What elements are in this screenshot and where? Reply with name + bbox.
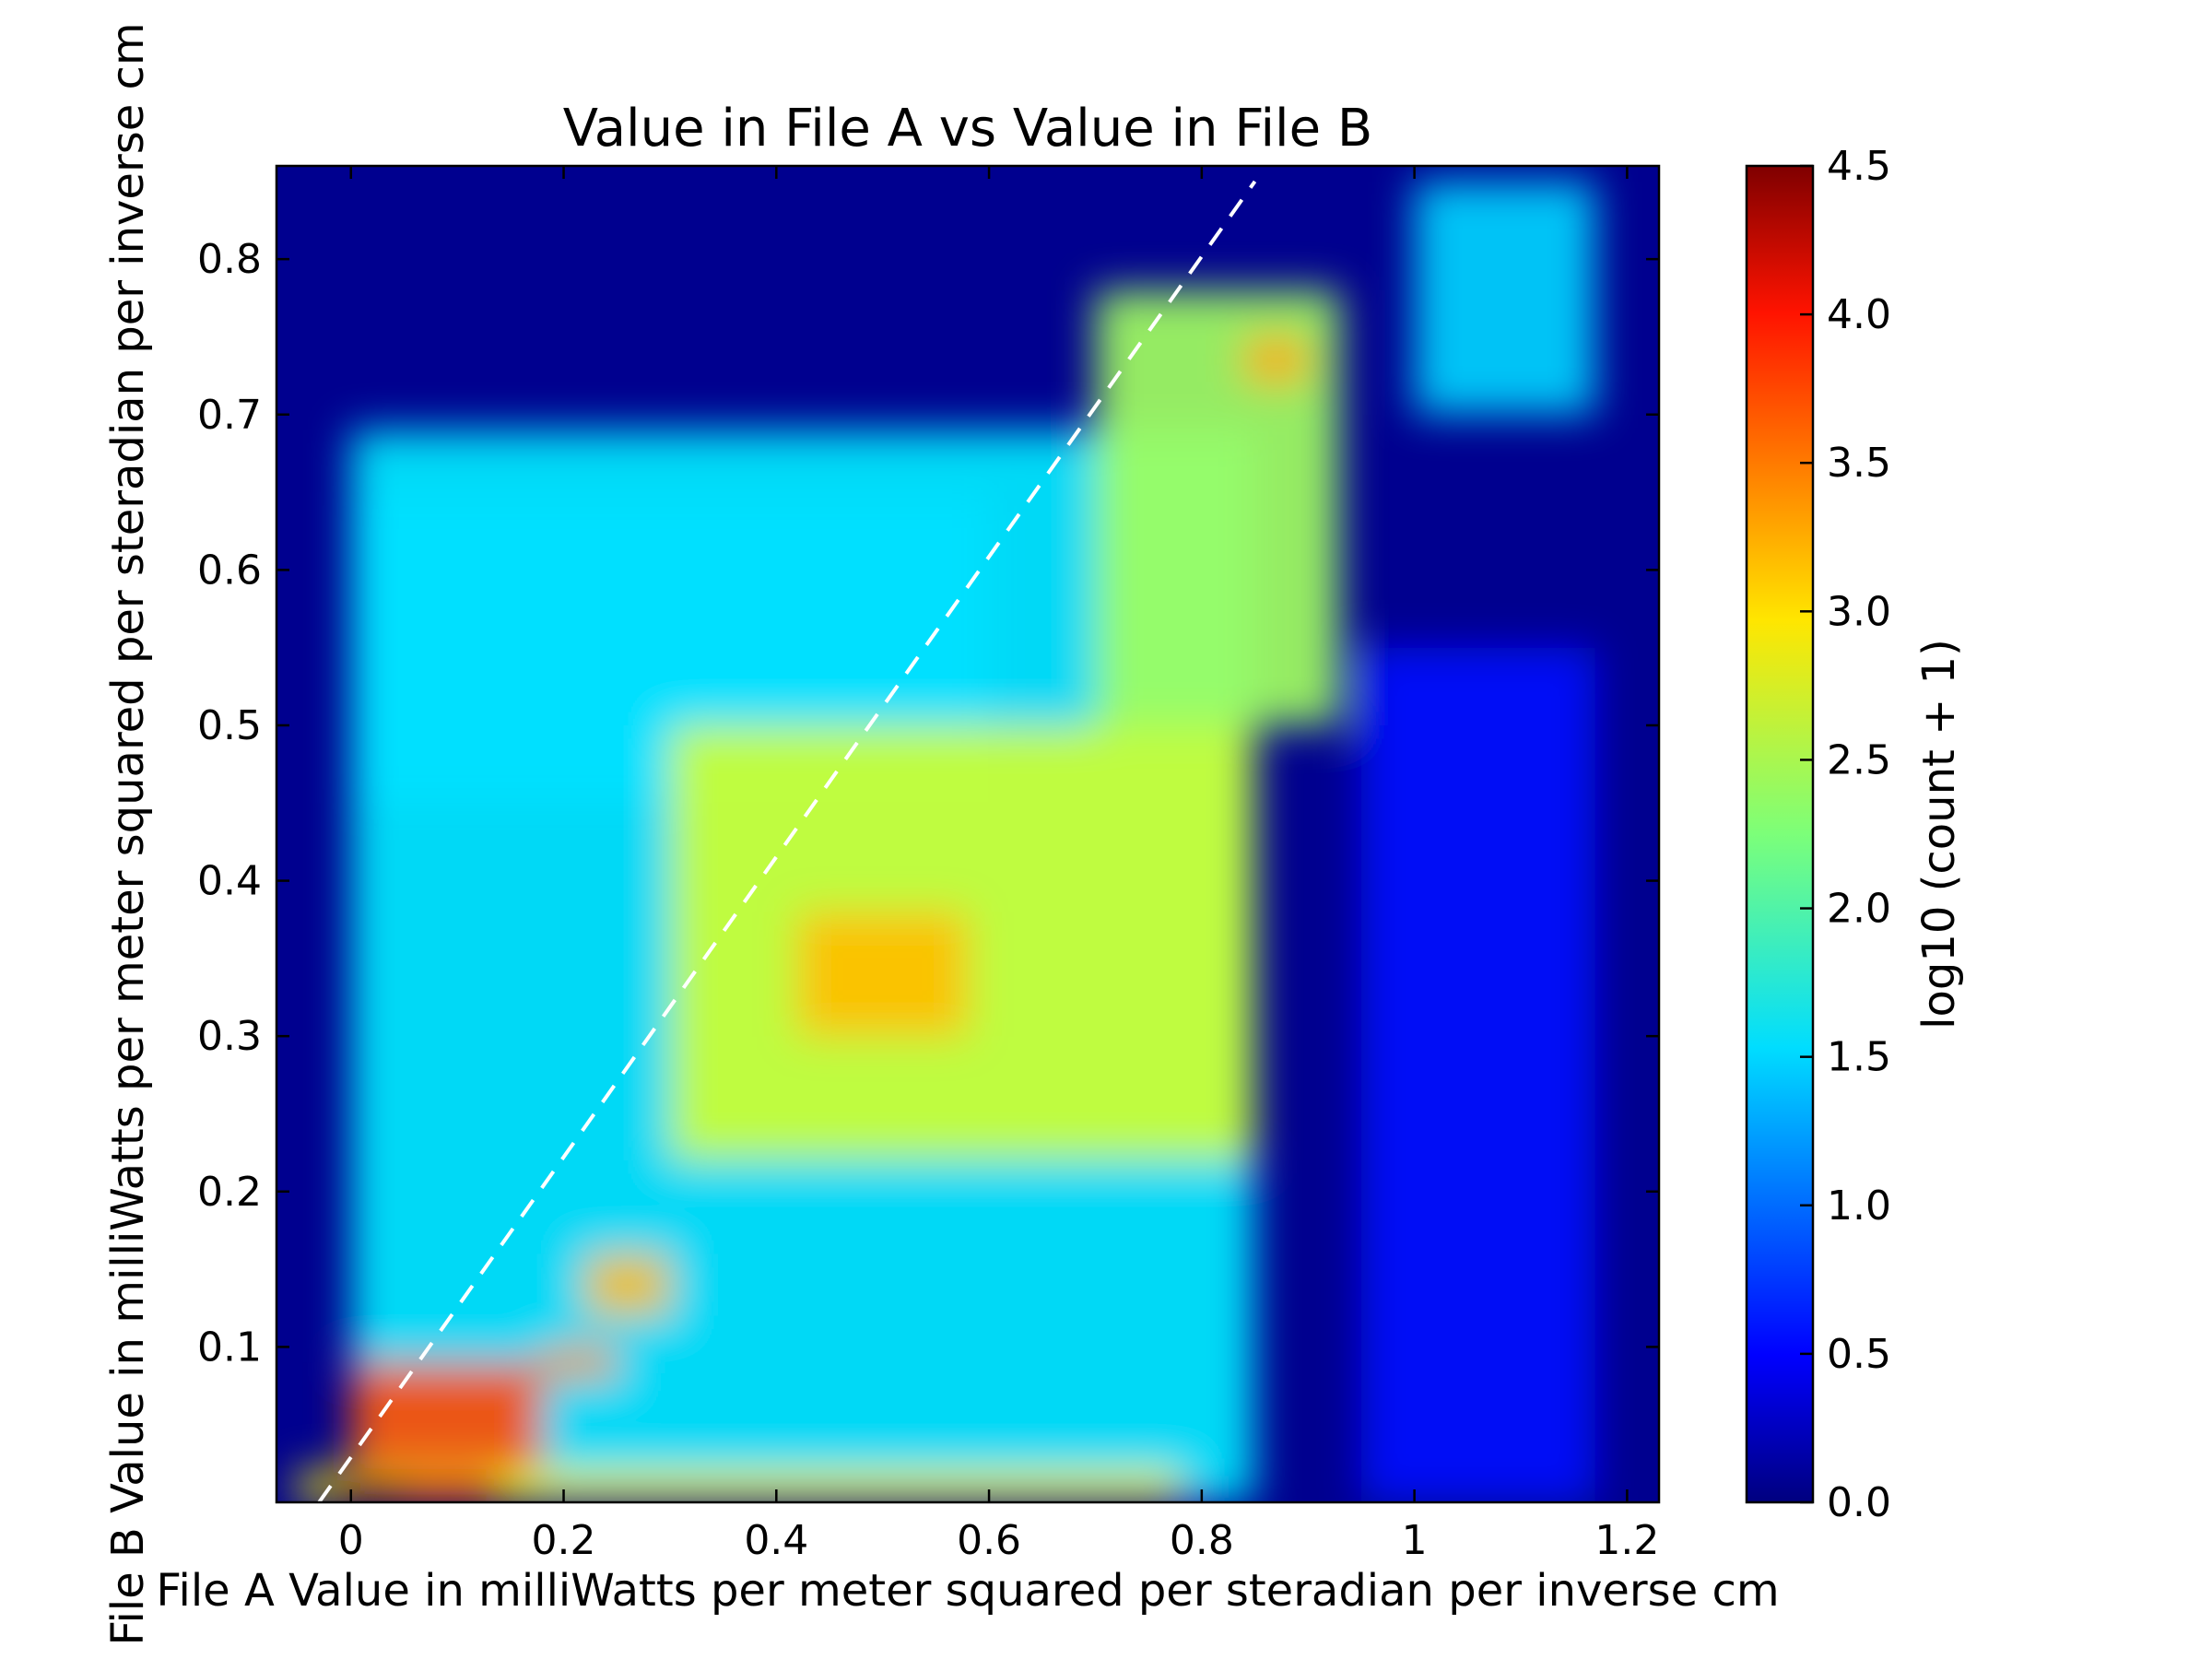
colorbar: 0.0 0.5 1.0 1.5 2.0 2.5 3.0 3.5 4.0 4.5 log10 (co…: [1745, 143, 1965, 1526]
density-region: [797, 912, 968, 1037]
colorbar-tick-label: 4.5: [1827, 143, 1891, 190]
y-tick-label: 0.1: [197, 1324, 262, 1371]
x-tick-label: 0.8: [1170, 1517, 1234, 1564]
colorbar-label: log10 (count + 1): [1913, 639, 1965, 1030]
y-tick-label: 0.6: [197, 547, 262, 594]
chart-title: Value in File A vs Value in File B: [563, 99, 1373, 159]
x-tick-label: 1.2: [1594, 1517, 1659, 1564]
y-tick-label: 0.7: [197, 392, 262, 439]
y-tick-label: 0.5: [197, 702, 262, 749]
plot-area: [276, 166, 1659, 1502]
colorbar-tick-label: 1.0: [1827, 1182, 1891, 1230]
plot-frame: [275, 164, 1661, 1504]
density-region: [329, 1478, 405, 1502]
density-region: [404, 1478, 500, 1502]
colorbar-gradient: [1745, 164, 1815, 1504]
x-tick-label: 0.2: [532, 1517, 596, 1564]
colorbar-tick-label: 0.5: [1827, 1331, 1891, 1378]
x-tick-label: 0.4: [744, 1517, 808, 1564]
x-axis-label: File A Value in milliWatts per meter squ…: [156, 1565, 1779, 1617]
density-region: [542, 1347, 618, 1379]
colorbar-ticks: 0.0 0.5 1.0 1.5 2.0 2.5 3.0 3.5 4.0 4.5: [1800, 143, 1891, 1526]
y-tick-label: 0.2: [197, 1169, 262, 1216]
y-axis-label: File B Value in milliWatts per meter squ…: [102, 22, 154, 1645]
colorbar-tick-label: 4.0: [1827, 291, 1891, 338]
y-tick-label: 0.3: [197, 1013, 262, 1060]
density-region: [584, 1253, 670, 1316]
density-region: [1414, 181, 1595, 415]
colorbar-tick-label: 3.5: [1827, 440, 1891, 487]
y-tick-label: 0.4: [197, 858, 262, 905]
y-axis: 0.1 0.2 0.3 0.4 0.5 0.6 0.7 0.8: [197, 236, 1659, 1371]
colorbar-tick-label: 3.0: [1827, 588, 1891, 635]
x-tick-label: 0.6: [957, 1517, 1021, 1564]
reference-line: [317, 180, 1257, 1502]
x-tick-label: 0: [338, 1517, 364, 1564]
colorbar-tick-label: 0.0: [1827, 1479, 1891, 1526]
density-region: [1360, 647, 1595, 1502]
colorbar-tick-label: 2.0: [1827, 886, 1891, 933]
density-layer: [298, 181, 1595, 1502]
x-axis: 0 0.2 0.4 0.6 0.8 1 1.2: [338, 166, 1659, 1564]
colorbar-tick-label: 1.5: [1827, 1034, 1891, 1081]
colorbar-tick-label: 2.5: [1827, 736, 1891, 783]
density-region: [350, 1362, 543, 1472]
x-tick-label: 1: [1402, 1517, 1428, 1564]
density-region: [1244, 336, 1309, 384]
y-tick-label: 0.8: [197, 236, 262, 283]
